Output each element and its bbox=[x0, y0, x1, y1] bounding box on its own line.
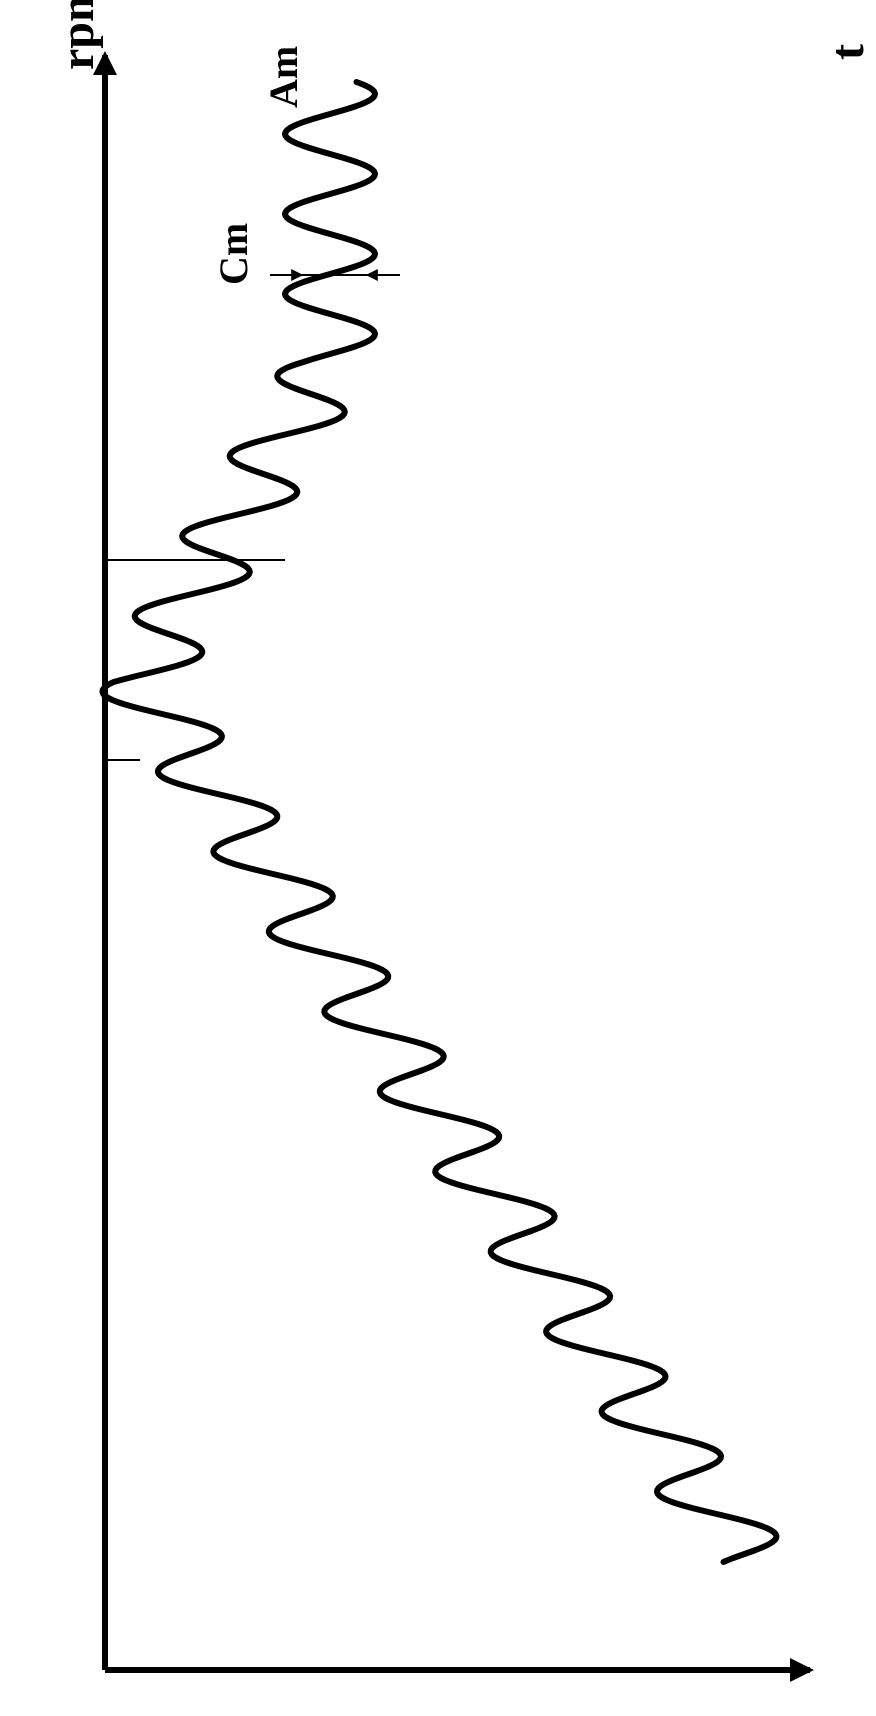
waveform-diagram: rpm t Am Cm bbox=[0, 0, 876, 1716]
x-axis-label: t bbox=[820, 44, 875, 60]
cm-annotation: Cm bbox=[210, 223, 257, 285]
am-annotation: Am bbox=[260, 46, 307, 108]
diagram-svg bbox=[0, 0, 876, 1716]
y-axis-label: rpm bbox=[50, 0, 105, 70]
